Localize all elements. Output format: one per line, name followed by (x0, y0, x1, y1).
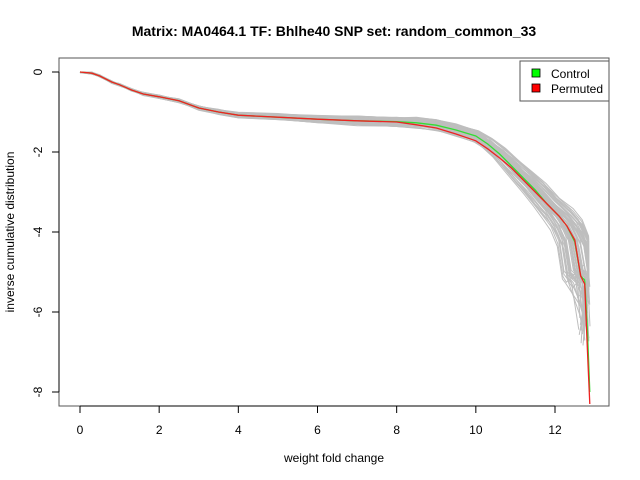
y-tick-label: -4 (31, 226, 45, 237)
permuted-curve (79, 71, 588, 276)
y-axis-label: inverse cumulative distribution (3, 152, 17, 313)
permuted-curve (79, 72, 590, 335)
series-lines (79, 71, 591, 405)
permuted-curve (79, 72, 585, 283)
legend-swatch-permuted (531, 83, 541, 93)
permuted-curve (79, 71, 582, 288)
permuted-curve (79, 71, 588, 337)
x-tick-label: 0 (77, 423, 84, 437)
permuted-curve (79, 71, 578, 282)
legend: Control Permuted (519, 60, 610, 102)
permuted-curve (79, 71, 590, 299)
y-tick-label: -2 (31, 146, 45, 157)
permuted-curve (79, 72, 585, 312)
permuted-curve (79, 72, 590, 301)
y-tick-label: -8 (31, 386, 45, 397)
permuted-curve (79, 71, 590, 318)
y-tick-label: 0 (31, 68, 45, 75)
y-tick-label: -6 (31, 306, 45, 317)
permuted-curve (79, 71, 590, 292)
permuted-curve (79, 71, 586, 298)
permuted-curve (79, 71, 590, 342)
x-tick-label: 6 (314, 423, 321, 437)
x-tick-label: 8 (393, 423, 400, 437)
permuted-curve (79, 71, 582, 310)
permuted-curve (79, 71, 586, 341)
permuted-curve (79, 71, 581, 319)
series-line-permuted (79, 71, 591, 405)
permuted-curve (79, 71, 590, 335)
x-tick-label: 10 (469, 423, 483, 437)
x-tick-label: 4 (235, 423, 242, 437)
x-axis: 0 2 4 6 8 10 12 (77, 405, 562, 437)
permuted-curve (79, 72, 583, 284)
permuted-curve (79, 71, 590, 325)
permuted-curve (79, 71, 590, 321)
permuted-curve (79, 71, 589, 306)
legend-label-permuted: Permuted (551, 82, 603, 96)
x-axis-label: weight fold change (283, 451, 384, 465)
permuted-curve (79, 72, 586, 280)
permuted-curve (79, 71, 591, 305)
permuted-curve (79, 71, 584, 308)
permuted-curve (79, 72, 591, 327)
permuted-curve (79, 71, 588, 324)
x-tick-label: 12 (548, 423, 562, 437)
permuted-curve (79, 71, 581, 318)
permuted-curve (79, 71, 587, 344)
permuted-curve (79, 71, 581, 280)
permuted-curve (79, 71, 583, 307)
permuted-curve (79, 71, 590, 291)
permuted-curve (79, 72, 582, 325)
permuted-curve (79, 71, 580, 330)
permuted-curve (79, 71, 582, 308)
permuted-curve (79, 71, 590, 313)
legend-swatch-control (531, 68, 541, 78)
permuted-curve (79, 72, 590, 321)
permuted-curve (79, 72, 583, 289)
permuted-curve (79, 72, 588, 330)
permuted-curve (80, 71, 585, 331)
legend-box (519, 60, 610, 102)
permuted-curve (79, 71, 590, 327)
legend-label-control: Control (551, 67, 590, 81)
plot-frame (58, 57, 610, 407)
permuted-curve (79, 71, 590, 342)
permuted-curve (79, 72, 590, 331)
y-axis: 0 -2 -4 -6 -8 (31, 68, 60, 397)
permuted-curve (80, 71, 590, 339)
permuted-curve (79, 72, 589, 314)
chart-title: Matrix: MA0464.1 TF: Bhlhe40 SNP set: ra… (132, 23, 537, 39)
permuted-background-curves (79, 71, 591, 346)
permuted-curve (79, 72, 590, 346)
x-tick-label: 2 (156, 423, 163, 437)
permuted-curve (79, 71, 590, 305)
